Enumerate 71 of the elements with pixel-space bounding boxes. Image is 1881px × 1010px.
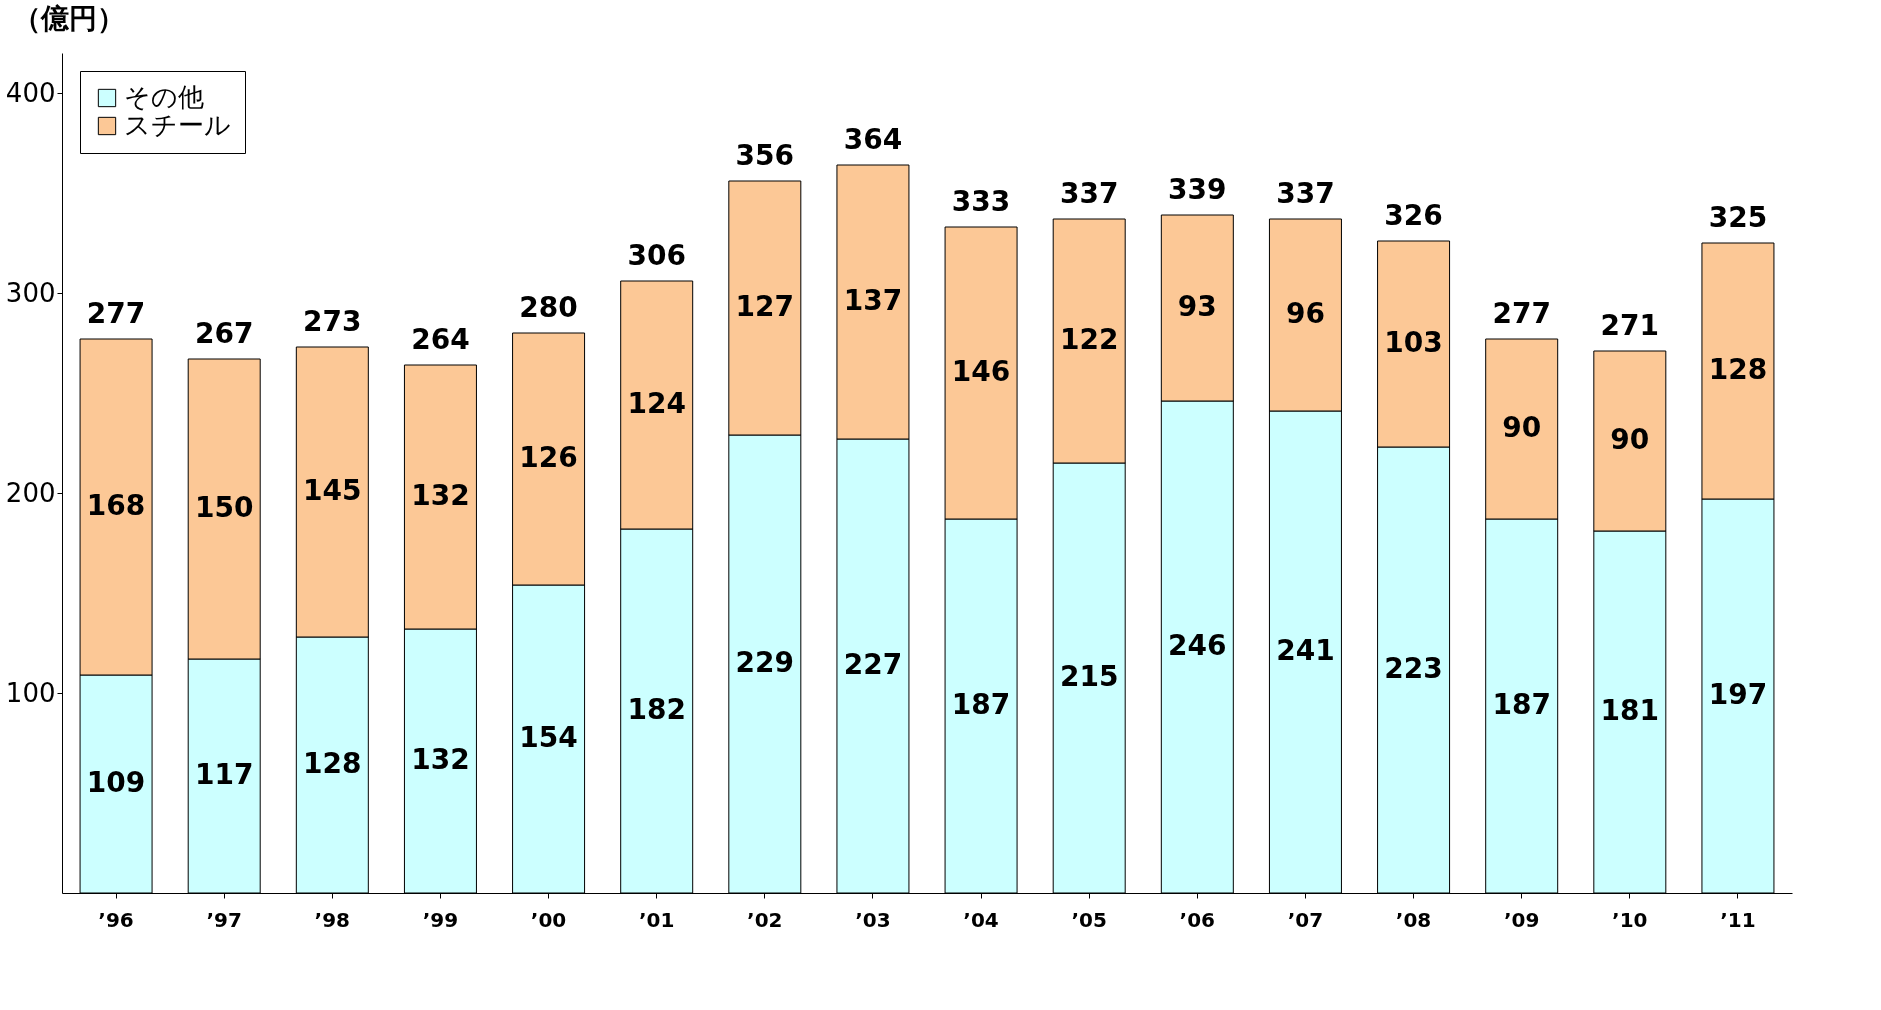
total-label: 356 bbox=[735, 139, 795, 172]
x-tick-label: ’03 bbox=[855, 907, 891, 932]
x-tick-label: ’96 bbox=[98, 907, 134, 932]
total-label: 337 bbox=[1059, 177, 1119, 210]
x-tick-label: ’99 bbox=[422, 907, 459, 932]
data-label: 223 bbox=[1384, 652, 1443, 685]
data-label: 103 bbox=[1384, 326, 1443, 359]
x-tick-label: ’97 bbox=[206, 907, 242, 932]
total-label: 264 bbox=[411, 323, 470, 356]
data-label: 117 bbox=[194, 758, 254, 791]
x-tick-label: ’05 bbox=[1071, 907, 1107, 932]
total-label: 339 bbox=[1168, 173, 1227, 206]
x-tick-label: ’02 bbox=[747, 907, 783, 932]
data-label: 197 bbox=[1708, 678, 1768, 711]
x-tick-label: ’11 bbox=[1720, 907, 1756, 932]
data-label: 229 bbox=[735, 646, 795, 679]
data-label: 150 bbox=[194, 491, 254, 524]
x-tick-label: ’98 bbox=[314, 907, 351, 932]
data-label: 187 bbox=[951, 688, 1011, 721]
y-axis-title: （億円） bbox=[12, 1, 125, 35]
total-label: 337 bbox=[1276, 177, 1335, 210]
data-label: 182 bbox=[627, 693, 686, 726]
data-label: 93 bbox=[1177, 290, 1217, 323]
data-label: 187 bbox=[1492, 688, 1551, 721]
x-tick-label: ’06 bbox=[1179, 907, 1216, 932]
data-label: 215 bbox=[1059, 660, 1119, 693]
data-label: 227 bbox=[843, 648, 903, 681]
data-label: 168 bbox=[86, 489, 146, 522]
data-label: 181 bbox=[1600, 694, 1660, 727]
data-label: 122 bbox=[1059, 323, 1119, 356]
x-tick-label: ’10 bbox=[1612, 907, 1648, 932]
data-label: 154 bbox=[519, 721, 578, 754]
data-label: 124 bbox=[627, 387, 686, 420]
total-label: 277 bbox=[86, 297, 146, 330]
legend-label: その他 bbox=[124, 82, 204, 112]
x-tick-label: ’08 bbox=[1395, 907, 1432, 932]
data-label: 132 bbox=[411, 743, 470, 776]
data-label: 109 bbox=[86, 766, 146, 799]
y-tick-label: 100 bbox=[5, 677, 56, 708]
data-label: 126 bbox=[519, 441, 578, 474]
x-tick-label: ’07 bbox=[1287, 907, 1324, 932]
total-label: 267 bbox=[194, 317, 254, 350]
x-tick-label: ’04 bbox=[963, 907, 999, 932]
data-label: 132 bbox=[411, 479, 470, 512]
legend-label: スチール bbox=[124, 110, 231, 140]
data-label: 96 bbox=[1285, 297, 1325, 330]
y-tick-label: 300 bbox=[5, 277, 56, 308]
total-label: 364 bbox=[843, 123, 903, 156]
y-tick-label: 400 bbox=[5, 77, 56, 108]
data-label: 241 bbox=[1276, 634, 1335, 667]
x-tick-label: ’01 bbox=[638, 907, 675, 932]
data-label: 146 bbox=[951, 355, 1011, 388]
data-label: 137 bbox=[843, 284, 903, 317]
y-tick-label: 200 bbox=[5, 477, 56, 508]
data-label: 128 bbox=[303, 747, 362, 780]
total-label: 325 bbox=[1708, 201, 1768, 234]
x-tick-label: ’09 bbox=[1503, 907, 1540, 932]
total-label: 306 bbox=[627, 239, 686, 272]
total-label: 280 bbox=[519, 291, 578, 324]
data-label: 128 bbox=[1708, 353, 1768, 386]
total-label: 277 bbox=[1492, 297, 1551, 330]
total-label: 271 bbox=[1600, 309, 1660, 342]
total-label: 333 bbox=[951, 185, 1011, 218]
data-label: 90 bbox=[1502, 411, 1542, 444]
data-label: 145 bbox=[303, 474, 362, 507]
data-label: 246 bbox=[1168, 629, 1227, 662]
data-label: 90 bbox=[1610, 423, 1650, 456]
total-label: 273 bbox=[303, 305, 362, 338]
total-label: 326 bbox=[1384, 199, 1443, 232]
data-label: 127 bbox=[735, 290, 795, 323]
x-tick-label: ’00 bbox=[530, 907, 567, 932]
